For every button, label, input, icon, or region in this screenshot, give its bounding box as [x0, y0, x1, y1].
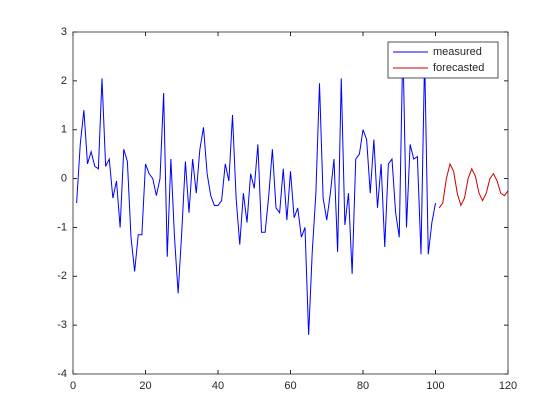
- axes-box: [72, 31, 509, 375]
- x-tick-label: 100: [426, 380, 444, 392]
- data-line: [438, 162, 509, 209]
- data-line: [76, 44, 436, 335]
- x-tick-label: 80: [357, 380, 369, 392]
- y-tick-label: -1: [57, 221, 67, 233]
- y-tick-label: -4: [57, 368, 67, 380]
- y-tick-label: -2: [57, 270, 67, 282]
- x-tick-label: 20: [139, 380, 151, 392]
- legend-label: measured: [433, 46, 482, 58]
- y-tick-label: 2: [61, 75, 67, 87]
- x-tick-label: 0: [70, 380, 76, 392]
- legend-label: forecasted: [433, 62, 484, 74]
- x-tick-label: 120: [499, 380, 517, 392]
- y-tick-label: -3: [57, 319, 67, 331]
- y-tick-label: 0: [61, 172, 67, 184]
- y-tick-label: 3: [61, 26, 67, 38]
- y-tick-label: 1: [61, 124, 67, 136]
- x-tick-label: 40: [212, 380, 224, 392]
- x-tick-label: 60: [284, 380, 296, 392]
- legend-box: [387, 41, 499, 79]
